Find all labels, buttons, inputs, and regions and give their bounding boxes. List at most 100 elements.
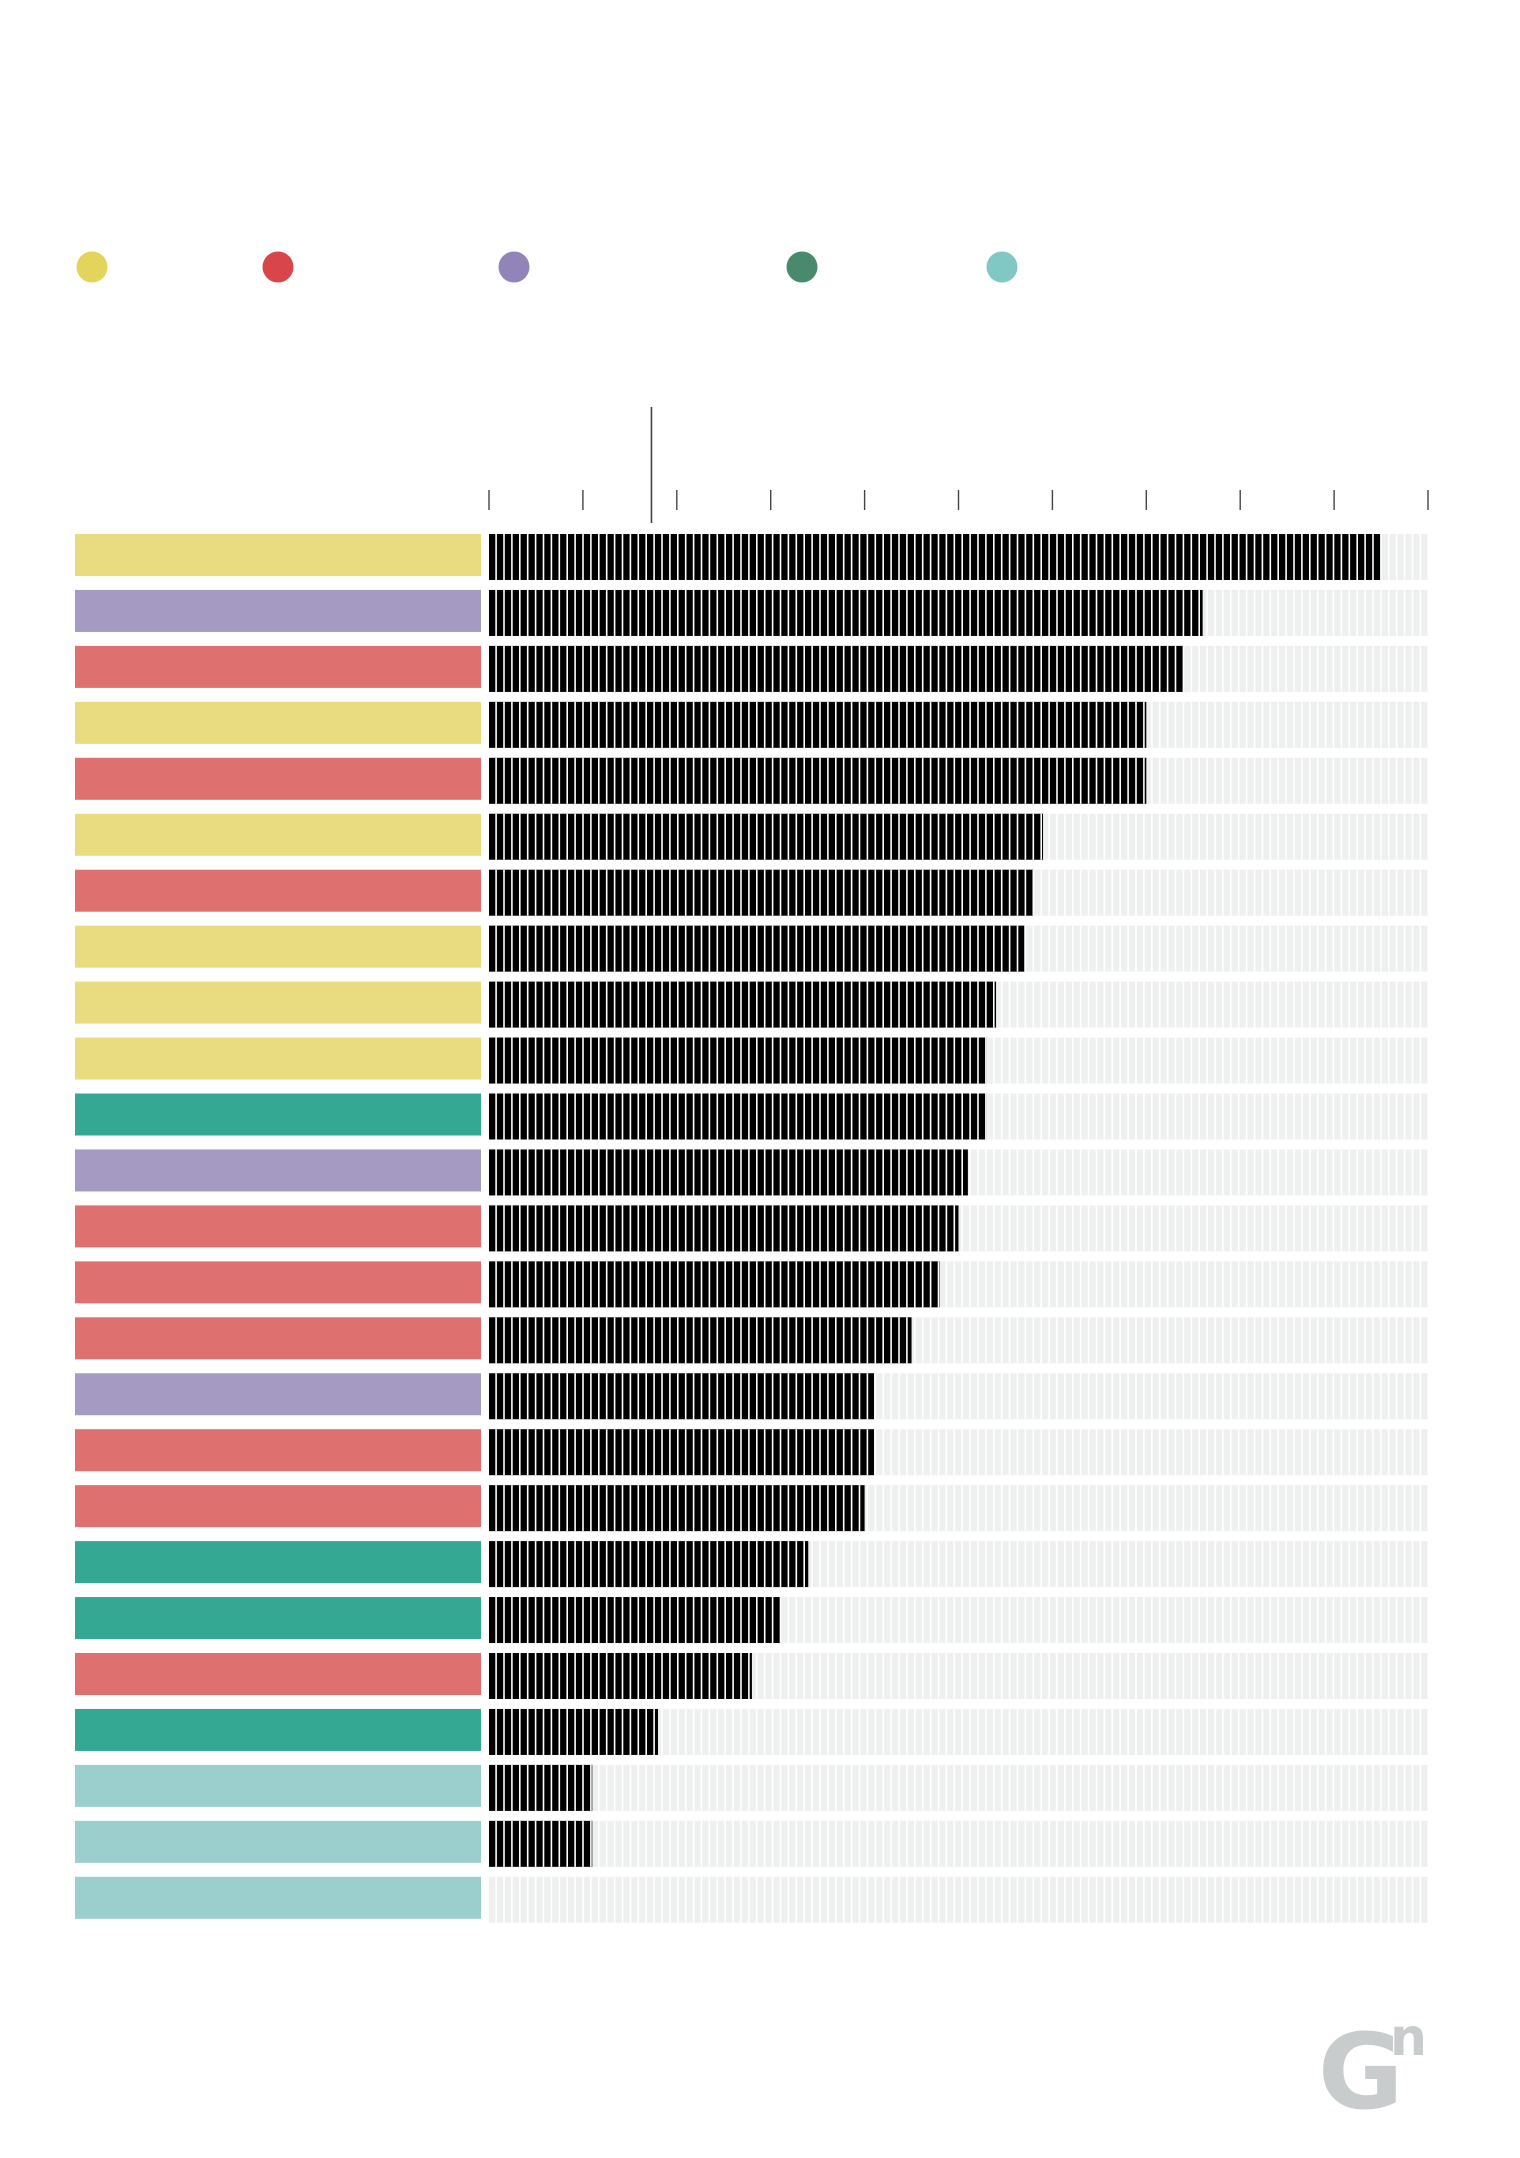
bar-segment-gap xyxy=(716,1541,719,1588)
bar-segment-gap xyxy=(613,1317,616,1364)
bar-segment-gap xyxy=(1024,1653,1027,1699)
bar-segment-gap xyxy=(1198,1541,1200,1588)
bar-segment-gap xyxy=(1008,869,1011,916)
bar-segment-gap xyxy=(708,1429,711,1476)
bar-segment-gap xyxy=(1403,1485,1406,1532)
bar-segment-gap xyxy=(914,1373,916,1420)
bar-segment-gap xyxy=(629,1429,632,1476)
bar-segment-gap xyxy=(1040,925,1042,972)
bar-segment-gap xyxy=(645,1597,647,1644)
bar-segment-gap xyxy=(605,1317,608,1364)
bar-segment-gap xyxy=(1380,1597,1382,1644)
bar-row-15 xyxy=(75,1317,1430,1364)
bar-segment-gap xyxy=(1237,589,1240,636)
bar-segment-gap xyxy=(1324,1820,1327,1867)
bar-segment-gap xyxy=(550,1373,553,1420)
bar-segment-gap xyxy=(1301,1541,1303,1588)
bar-segment-gap xyxy=(511,869,513,916)
bar-segment-gap xyxy=(921,1093,924,1140)
bar-segment-gap xyxy=(1340,534,1343,580)
bar-segment-gap xyxy=(1127,1317,1129,1364)
bar-segment-gap xyxy=(890,1317,892,1364)
bar-segment-gap xyxy=(1230,1093,1232,1140)
bar-segment-gap xyxy=(1245,589,1248,636)
svg-text:G: G xyxy=(1318,2011,1403,2133)
bar-segment-gap xyxy=(653,757,655,804)
bar-segment-gap xyxy=(1348,1764,1351,1811)
bar-segment-gap xyxy=(542,757,545,804)
bar-segment-gap xyxy=(779,869,782,916)
bar-segment-gap xyxy=(661,757,663,804)
bar-segment-gap xyxy=(1427,1541,1430,1588)
bar-segment-gap xyxy=(1103,869,1106,916)
bar-value xyxy=(489,701,1147,748)
bar-segment-gap xyxy=(653,1317,655,1364)
bar-segment-gap xyxy=(906,645,908,692)
bar-segment-gap xyxy=(1380,1205,1382,1252)
bar-segment-gap xyxy=(582,1037,584,1084)
bar-segment-gap xyxy=(1095,645,1098,692)
bar-segment-gap xyxy=(1309,869,1311,916)
bar-segment-gap xyxy=(858,1429,861,1476)
bar-segment-gap xyxy=(1253,757,1256,804)
bar-segment-gap xyxy=(605,1205,608,1252)
bar-segment-gap xyxy=(669,1093,671,1140)
bar-segment-gap xyxy=(842,1876,845,1923)
bar-segment-gap xyxy=(1364,869,1366,916)
bar-segment-gap xyxy=(526,1597,529,1644)
bar-segment-gap xyxy=(598,1429,600,1476)
bar-segment-gap xyxy=(1079,869,1082,916)
bar-segment-gap xyxy=(985,1764,987,1811)
bar-segment-gap xyxy=(1016,1205,1019,1252)
bar-segment-gap xyxy=(748,925,750,972)
bar-row-8 xyxy=(75,925,1430,972)
bar-segment-gap xyxy=(882,701,884,748)
bar-segment-gap xyxy=(1072,1708,1074,1755)
bar-segment-gap xyxy=(1332,981,1335,1028)
bar-segment-gap xyxy=(914,1429,916,1476)
bar-segment-gap xyxy=(716,1261,719,1308)
bar-segment-gap xyxy=(740,1373,742,1420)
bar-segment-gap xyxy=(1056,1429,1058,1476)
bar-segment-gap xyxy=(1182,1093,1185,1140)
bar-segment-gap xyxy=(1245,1037,1248,1084)
bar-segment-gap xyxy=(929,1597,932,1644)
bar-segment-gap xyxy=(1332,1820,1335,1867)
bar-segment-gap xyxy=(1388,1037,1390,1084)
bar-segment-gap xyxy=(1340,1820,1343,1867)
bar-segment-gap xyxy=(629,1541,632,1588)
bar-segment-gap xyxy=(1285,1093,1287,1140)
bar-segment-gap xyxy=(534,645,537,692)
bar-segment-gap xyxy=(645,1037,647,1084)
bar-segment-gap xyxy=(637,589,640,636)
bar-segment-gap xyxy=(700,1708,703,1755)
bar-segment-gap xyxy=(842,813,845,860)
bar-segment-gap xyxy=(1293,1205,1295,1252)
bar-segment-gap xyxy=(756,1485,758,1532)
bar-segment-gap xyxy=(692,813,695,860)
bar-segment-gap xyxy=(1095,534,1098,580)
bar-segment-gap xyxy=(1024,1093,1027,1140)
bar-segment-gap xyxy=(756,589,758,636)
bar-segment-gap xyxy=(835,701,837,748)
bar-segment-gap xyxy=(756,1708,758,1755)
bar-segment-gap xyxy=(969,1653,971,1699)
bar-segment-gap xyxy=(1119,981,1121,1028)
bar-segment-gap xyxy=(1072,925,1074,972)
bar-segment-gap xyxy=(1309,813,1311,860)
bar-segment-gap xyxy=(645,1373,647,1420)
bar-segment-gap xyxy=(1040,757,1042,804)
bar-value xyxy=(489,1653,752,1699)
bar-segment-gap xyxy=(1174,1205,1177,1252)
bar-segment-gap xyxy=(1040,1653,1042,1699)
bar-segment-gap xyxy=(1403,1317,1406,1364)
bar-segment-gap xyxy=(1332,1708,1335,1755)
bar-segment-gap xyxy=(977,1261,979,1308)
bar-segment-gap xyxy=(850,1541,853,1588)
bar-segment-gap xyxy=(1158,1373,1161,1420)
bar-segment-gap xyxy=(1380,1820,1382,1867)
bar-segment-gap xyxy=(1364,1876,1366,1923)
bar-segment-gap xyxy=(677,1205,679,1252)
bar-segment-gap xyxy=(1119,534,1121,580)
bar-segment-gap xyxy=(1348,981,1351,1028)
